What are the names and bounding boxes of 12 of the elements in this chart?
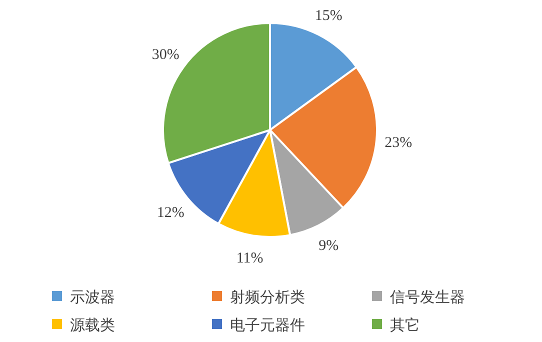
legend-label: 电子元器件	[230, 316, 305, 334]
legend-label: 其它	[390, 316, 420, 334]
data-label: 11%	[236, 250, 264, 266]
data-label: 12%	[156, 205, 184, 222]
legend-label: 示波器	[70, 288, 115, 306]
data-label: 23%	[384, 135, 412, 152]
legend-label: 射频分析类	[230, 288, 305, 306]
data-label: 9%	[318, 238, 339, 254]
legend-label: 信号发生器	[390, 288, 465, 306]
data-label: 15%	[314, 8, 342, 24]
legend-label: 源载类	[70, 316, 115, 334]
data-label: 30%	[152, 47, 180, 64]
